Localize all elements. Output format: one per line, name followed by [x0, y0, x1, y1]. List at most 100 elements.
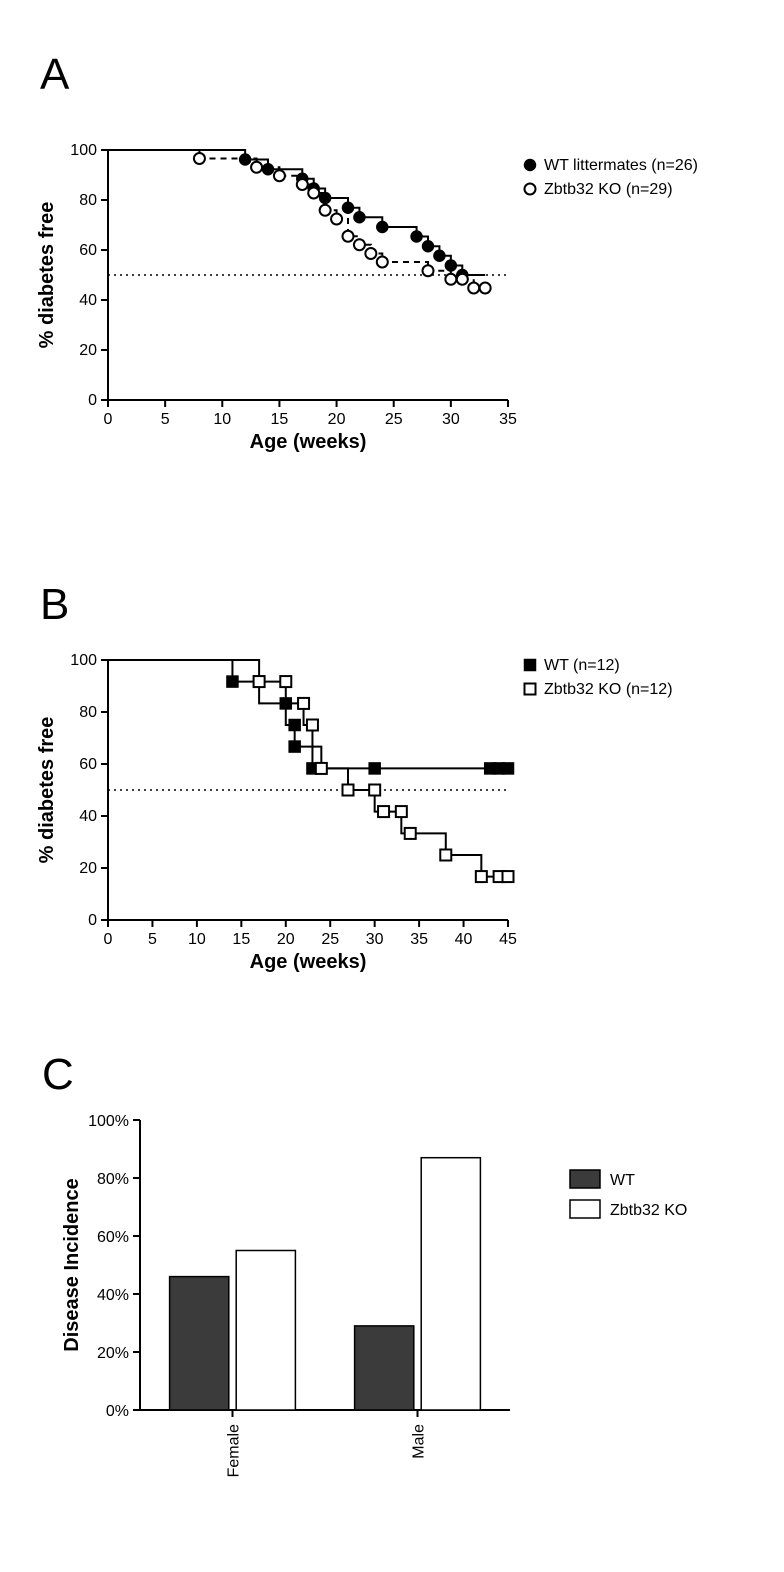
panel-c-legend-ko-label: Zbtb32 KO — [610, 1202, 687, 1219]
svg-text:10: 10 — [188, 931, 206, 948]
svg-text:30: 30 — [442, 411, 460, 428]
panel-c-bar-male-ko — [421, 1158, 480, 1410]
figure-svg: 02040608010005101520253035Age (weeks)% d… — [0, 0, 784, 1572]
svg-text:20: 20 — [277, 931, 295, 948]
figure: A B C 02040608010005101520253035Age (wee… — [0, 0, 784, 1572]
panel-a-series-wt-marker — [263, 164, 274, 175]
svg-text:40: 40 — [79, 292, 97, 309]
panel-a-series-ko-marker — [468, 283, 479, 294]
svg-text:35: 35 — [410, 931, 428, 948]
svg-text:100%: 100% — [88, 1113, 129, 1130]
svg-text:40%: 40% — [97, 1287, 129, 1304]
panel-b-series-wt-marker — [289, 741, 300, 752]
panel-b-series-wt-marker — [227, 676, 238, 687]
svg-text:10: 10 — [213, 411, 231, 428]
panel-a-series-wt-marker — [377, 222, 388, 233]
panel-b-legend-ko-label: Zbtb32 KO (n=12) — [544, 681, 673, 698]
svg-text:35: 35 — [499, 411, 517, 428]
panel-a-series-wt-marker — [411, 231, 422, 242]
panel-c-category-female: Female — [226, 1424, 243, 1477]
svg-text:40: 40 — [79, 808, 97, 825]
panel-b-series-ko-marker — [369, 785, 380, 796]
panel-b-series-ko-marker — [440, 850, 451, 861]
panel-b-series-ko-marker — [254, 676, 265, 687]
svg-text:5: 5 — [148, 931, 157, 948]
panel-b-series-ko-marker — [280, 676, 291, 687]
panel-a-legend-ko-icon — [525, 184, 536, 195]
svg-text:80: 80 — [79, 704, 97, 721]
panel-c-legend-wt-label: WT — [610, 1172, 635, 1189]
panel-a-x-label: Age (weeks) — [250, 431, 367, 453]
panel-a-series-wt-marker — [445, 260, 456, 271]
panel-b-series-ko-marker — [503, 871, 514, 882]
svg-text:80%: 80% — [97, 1171, 129, 1188]
panel-a-series-ko-marker — [457, 274, 468, 285]
panel-b-series-ko-marker — [378, 806, 389, 817]
panel-b-series-ko-marker — [343, 785, 354, 796]
panel-b-series-wt-marker — [503, 763, 514, 774]
panel-a-legend-ko-label: Zbtb32 KO (n=29) — [544, 181, 673, 198]
panel-a-series-ko-marker — [331, 214, 342, 225]
svg-text:20: 20 — [79, 342, 97, 359]
panel-b-series-ko-marker — [396, 806, 407, 817]
svg-text:25: 25 — [385, 411, 403, 428]
panel-a-series-wt-marker — [434, 250, 445, 261]
panel-c-bar-female-wt — [170, 1277, 229, 1410]
svg-text:45: 45 — [499, 931, 517, 948]
panel-b-series-ko-marker — [476, 871, 487, 882]
panel-a-y-label: % diabetes free — [36, 202, 58, 349]
svg-text:5: 5 — [161, 411, 170, 428]
panel-a-series-ko-marker — [354, 239, 365, 250]
panel-b-series-ko-marker — [316, 763, 327, 774]
panel-a-series-ko-marker — [365, 248, 376, 259]
panel-a-series-ko-marker — [343, 231, 354, 242]
panel-a-legend-wt-label: WT littermates (n=26) — [544, 157, 698, 174]
panel-a-series-ko-marker — [377, 257, 388, 268]
panel-a-series-wt-marker — [423, 241, 434, 252]
panel-b-series-wt-line — [108, 660, 508, 768]
svg-text:0: 0 — [104, 411, 113, 428]
svg-text:15: 15 — [232, 931, 250, 948]
panel-c-legend-wt-icon — [570, 1170, 600, 1188]
panel-c-label: C — [42, 1050, 74, 1100]
panel-b-y-label: % diabetes free — [36, 717, 58, 864]
svg-text:30: 30 — [366, 931, 384, 948]
panel-c-legend-ko-icon — [570, 1200, 600, 1218]
svg-text:60: 60 — [79, 756, 97, 773]
panel-c-y-label: Disease Incidence — [61, 1178, 83, 1351]
svg-text:100: 100 — [70, 142, 97, 159]
panel-a-series-ko-marker — [320, 205, 331, 216]
panel-a-series-wt-line — [108, 150, 485, 275]
panel-b-series-ko-marker — [405, 828, 416, 839]
panel-b-x-label: Age (weeks) — [250, 951, 367, 973]
panel-b-legend-ko-icon — [525, 684, 536, 695]
panel-c-bar-male-wt — [355, 1326, 414, 1410]
panel-a-series-ko-marker — [445, 274, 456, 285]
svg-text:0: 0 — [88, 912, 97, 929]
panel-a-series-wt-marker — [354, 212, 365, 223]
panel-b-series-ko-marker — [298, 698, 309, 709]
panel-c-category-male: Male — [411, 1424, 428, 1459]
panel-b-label: B — [40, 580, 69, 630]
svg-text:25: 25 — [321, 931, 339, 948]
svg-text:0%: 0% — [106, 1403, 129, 1420]
svg-text:20: 20 — [79, 860, 97, 877]
panel-a-series-ko-marker — [308, 188, 319, 199]
svg-text:20: 20 — [328, 411, 346, 428]
panel-a-series-wt-marker — [343, 202, 354, 213]
panel-b-series-wt-marker — [289, 720, 300, 731]
svg-text:15: 15 — [271, 411, 289, 428]
panel-a-label: A — [40, 50, 69, 100]
panel-a-series-ko-marker — [274, 170, 285, 181]
panel-a-series-ko-marker — [297, 179, 308, 190]
svg-text:60: 60 — [79, 242, 97, 259]
panel-b-series-ko-marker — [307, 720, 318, 731]
svg-text:100: 100 — [70, 652, 97, 669]
panel-a-series-ko-marker — [194, 153, 205, 164]
panel-b-legend-wt-label: WT (n=12) — [544, 657, 620, 674]
panel-a-series-ko-marker — [251, 162, 262, 173]
panel-a-series-ko-marker — [480, 283, 491, 294]
panel-b-series-wt-marker — [369, 763, 380, 774]
svg-text:20%: 20% — [97, 1345, 129, 1362]
svg-text:0: 0 — [104, 931, 113, 948]
